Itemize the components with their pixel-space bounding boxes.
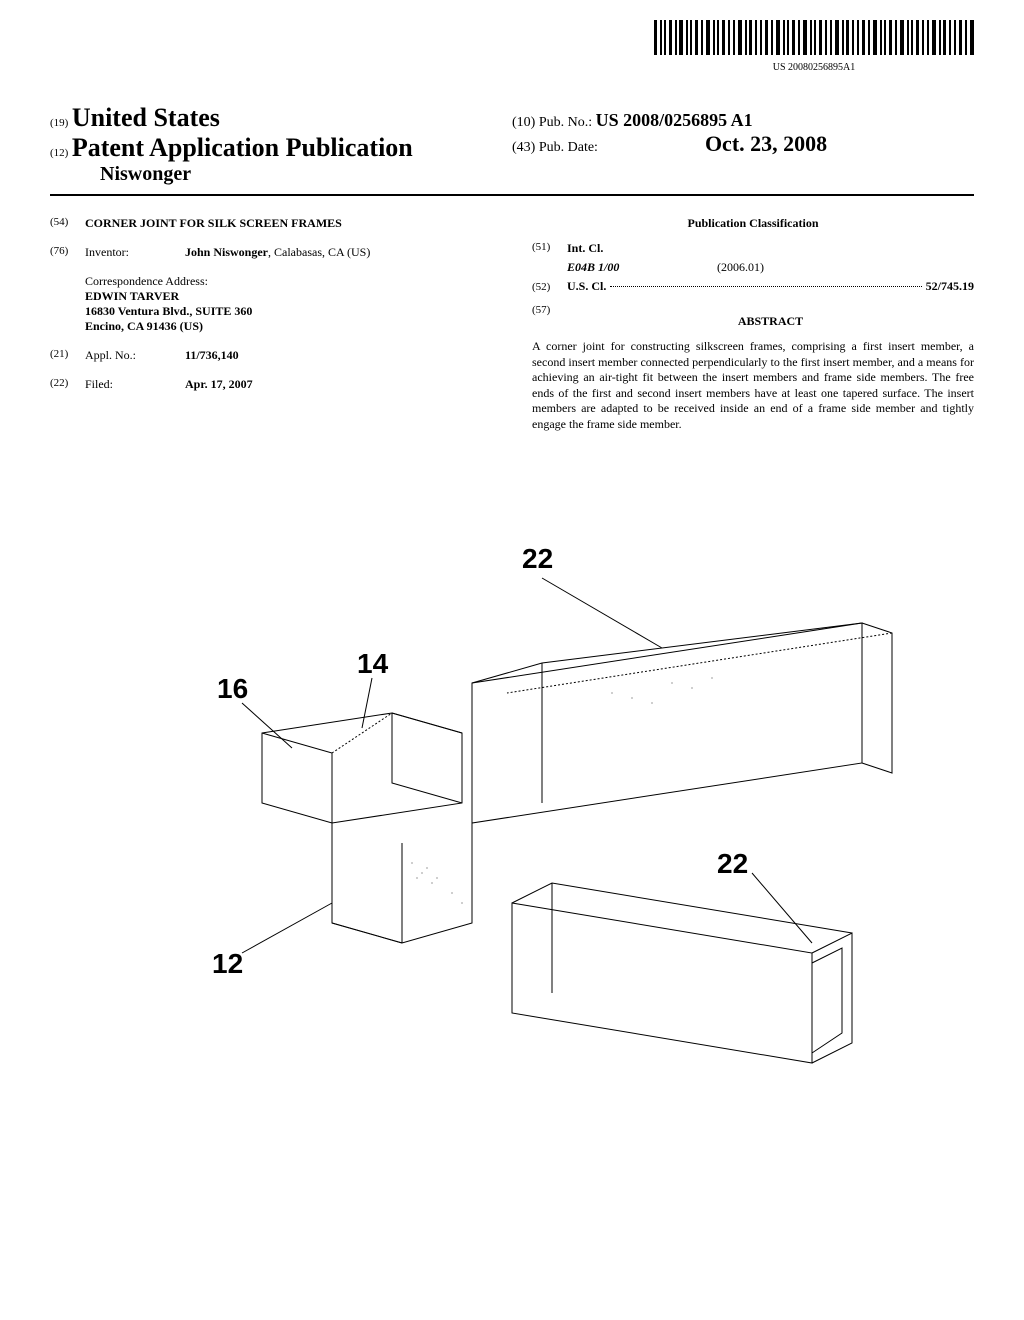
barcode: US 20080256895A1 xyxy=(654,20,974,73)
ref-16: 16 xyxy=(217,673,248,704)
ref-14: 14 xyxy=(357,648,389,679)
correspondence-line3: Encino, CA 91436 (US) xyxy=(85,319,492,334)
pub-date-code: (43) xyxy=(512,140,535,155)
body-section: (54) CORNER JOINT FOR SILK SCREEN FRAMES… xyxy=(50,216,974,433)
country-name: United States xyxy=(72,103,220,132)
country-code: (19) xyxy=(50,117,68,129)
us-cl-value: 52/745.19 xyxy=(926,279,974,294)
ref-22-top: 22 xyxy=(522,543,553,574)
pub-date-line: (43) Pub. Date: Oct. 23, 2008 xyxy=(512,131,974,157)
pub-no-label: Pub. No.: xyxy=(539,115,592,130)
country-line: (19) United States xyxy=(50,103,512,133)
int-cl-code: E04B 1/00 xyxy=(567,260,717,275)
abstract-text: A corner joint for constructing silkscre… xyxy=(532,339,974,433)
int-cl-num: (51) xyxy=(532,241,567,256)
figure-section: 16 14 12 22 22 xyxy=(50,483,974,1088)
pub-no-code: (10) xyxy=(512,115,535,130)
barcode-number: US 20080256895A1 xyxy=(654,62,974,73)
appl-value: 11/736,140 xyxy=(185,348,492,363)
pub-no-line: (10) Pub. No.: US 2008/0256895 A1 xyxy=(512,110,974,131)
correspondence-label: Correspondence Address: xyxy=(85,274,492,289)
us-cl-num: (52) xyxy=(532,281,567,293)
inventor-value: John Niswonger, Calabasas, CA (US) xyxy=(185,245,492,260)
pub-code: (12) xyxy=(50,147,68,159)
title-text: CORNER JOINT FOR SILK SCREEN FRAMES xyxy=(85,216,342,231)
pub-date-value: Oct. 23, 2008 xyxy=(705,131,827,156)
dotted-line xyxy=(610,286,921,287)
int-cl-label: Int. Cl. xyxy=(567,241,603,256)
pub-date-label: Pub. Date: xyxy=(539,140,598,155)
appl-num: (21) xyxy=(50,348,85,363)
right-column: Publication Classification (51) Int. Cl.… xyxy=(532,216,974,433)
left-column: (54) CORNER JOINT FOR SILK SCREEN FRAMES… xyxy=(50,216,492,433)
correspondence-address: Correspondence Address: EDWIN TARVER 168… xyxy=(85,274,492,334)
ref-22-right: 22 xyxy=(717,848,748,879)
appl-label: Appl. No.: xyxy=(85,348,185,363)
publication-line: (12) Patent Application Publication xyxy=(50,133,512,163)
document-header: (19) United States (12) Patent Applicati… xyxy=(50,80,974,196)
filed-value: Apr. 17, 2007 xyxy=(185,377,492,392)
patent-figure: 16 14 12 22 22 xyxy=(112,483,912,1083)
barcode-svg xyxy=(654,20,974,55)
ref-12: 12 xyxy=(212,948,243,979)
author-line: Niswonger xyxy=(50,163,512,186)
barcode-section: US 20080256895A1 xyxy=(50,20,974,75)
filed-label: Filed: xyxy=(85,377,185,392)
classification-header: Publication Classification xyxy=(532,216,974,231)
abstract-num: (57) xyxy=(532,304,567,339)
correspondence-line1: EDWIN TARVER xyxy=(85,289,492,304)
filed-num: (22) xyxy=(50,377,85,392)
pub-title: Patent Application Publication xyxy=(72,133,413,162)
us-cl-label: U.S. Cl. xyxy=(567,279,606,294)
inventor-num: (76) xyxy=(50,245,85,260)
title-num: (54) xyxy=(50,216,85,231)
pub-no-value: US 2008/0256895 A1 xyxy=(596,110,753,130)
abstract-header: ABSTRACT xyxy=(567,314,974,329)
inventor-label: Inventor: xyxy=(85,245,185,260)
int-cl-year: (2006.01) xyxy=(717,260,764,275)
correspondence-line2: 16830 Ventura Blvd., SUITE 360 xyxy=(85,304,492,319)
